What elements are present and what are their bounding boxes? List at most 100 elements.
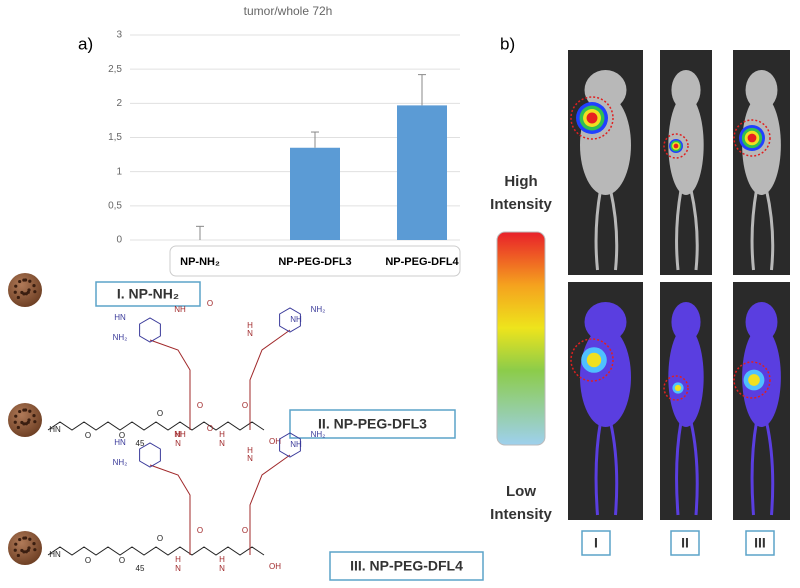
signal xyxy=(747,133,757,143)
pore xyxy=(33,420,37,424)
pore xyxy=(13,420,17,424)
side-chain xyxy=(249,329,291,430)
signal xyxy=(748,374,760,386)
pore xyxy=(24,422,28,426)
aromatic-ring xyxy=(139,442,161,468)
aromatic-ring xyxy=(279,307,301,333)
atom-label: O xyxy=(207,299,213,308)
y-tick-label: 2,5 xyxy=(108,64,122,75)
bar xyxy=(397,105,447,240)
pore xyxy=(23,408,28,412)
pore xyxy=(24,550,28,554)
pore xyxy=(13,290,17,294)
mouse-tail xyxy=(594,189,619,271)
atom-label: O xyxy=(197,526,203,535)
mouse-body xyxy=(668,327,704,427)
panel-label: b) xyxy=(500,34,515,53)
compound-label: III. NP-PEG-DFL4 xyxy=(350,558,463,574)
x-tick-label: NP-NH₂ xyxy=(180,256,220,268)
atom-label: NH₂ xyxy=(113,333,128,342)
roi xyxy=(570,96,614,140)
pore xyxy=(18,409,22,414)
mouse-tail xyxy=(675,189,699,271)
atom-label: NH xyxy=(290,440,302,449)
signal xyxy=(586,352,602,368)
pore xyxy=(20,420,24,425)
atom-label: O xyxy=(119,431,125,440)
y-tick-label: 0 xyxy=(116,235,122,246)
x-tick-label: NP-PEG-DFL4 xyxy=(385,256,459,268)
pore xyxy=(32,414,36,418)
group-label: II xyxy=(681,535,689,551)
atom-label: H xyxy=(219,430,225,439)
atom-label: O xyxy=(119,556,125,565)
pore xyxy=(13,548,17,552)
pore xyxy=(33,548,37,552)
aromatic-ring xyxy=(279,432,301,458)
compound-box xyxy=(95,281,201,307)
compound-box xyxy=(329,551,484,581)
panel-label: a) xyxy=(78,34,93,53)
group-label: III xyxy=(754,535,766,551)
atom-label: NH xyxy=(174,430,186,439)
pore xyxy=(16,295,20,300)
pore xyxy=(20,290,24,295)
x-tick-label: NP-PEG-DFL3 xyxy=(278,256,351,268)
pore xyxy=(16,425,20,430)
scale-label: Intensity xyxy=(490,196,552,213)
atom-label: H xyxy=(175,555,181,564)
atom-label: NH₂ xyxy=(311,305,326,314)
atom-label: O xyxy=(242,401,248,410)
atom-label: 45 xyxy=(136,439,145,448)
aromatic-ring xyxy=(139,317,161,343)
atom-label: NH₂ xyxy=(311,430,326,439)
side-chain xyxy=(249,454,291,555)
y-tick-label: 1 xyxy=(116,166,122,177)
bar xyxy=(290,147,340,240)
scale-label: Low xyxy=(506,483,536,500)
scale-label: High xyxy=(504,173,537,190)
atom-label: OH xyxy=(269,562,281,571)
compound-label: II. NP-PEG-DFL3 xyxy=(318,416,427,432)
nanoparticle xyxy=(8,273,42,307)
atom-label: NH₂ xyxy=(113,458,128,467)
y-tick-label: 1,5 xyxy=(108,132,122,143)
nanoparticle xyxy=(8,531,42,565)
mouse-body xyxy=(580,327,631,427)
mouse-tail xyxy=(594,421,619,516)
atom-label: N xyxy=(247,329,253,338)
intensity-scale xyxy=(496,231,546,446)
group-label: I xyxy=(594,535,598,551)
pore xyxy=(28,409,32,413)
pore xyxy=(33,290,37,294)
mouse-body xyxy=(668,95,704,195)
group-box xyxy=(745,530,775,556)
roi xyxy=(570,338,614,382)
nanoparticle xyxy=(8,403,42,437)
atom-label: HN xyxy=(114,313,126,322)
backbone xyxy=(47,546,265,556)
pore xyxy=(18,537,22,542)
atom-label: HN xyxy=(49,550,61,559)
y-tick-label: 2 xyxy=(116,98,122,109)
atom-label: HN xyxy=(49,425,61,434)
atom-label: H xyxy=(175,430,181,439)
pore xyxy=(16,553,20,558)
backbone xyxy=(47,421,265,431)
compound-box xyxy=(289,409,456,439)
roi xyxy=(733,361,771,399)
atom-label: O xyxy=(197,401,203,410)
pore xyxy=(23,536,28,540)
pore xyxy=(14,284,18,288)
pore xyxy=(32,284,36,288)
atom-label: H xyxy=(247,321,253,330)
pore xyxy=(28,537,32,541)
atom-label: HN xyxy=(114,438,126,447)
group-box xyxy=(670,530,700,556)
atom-label: O xyxy=(157,409,163,418)
atom-label: H xyxy=(247,446,253,455)
atom-label: N xyxy=(175,564,181,573)
mouse-tail xyxy=(750,189,775,271)
side-chain xyxy=(149,339,191,430)
